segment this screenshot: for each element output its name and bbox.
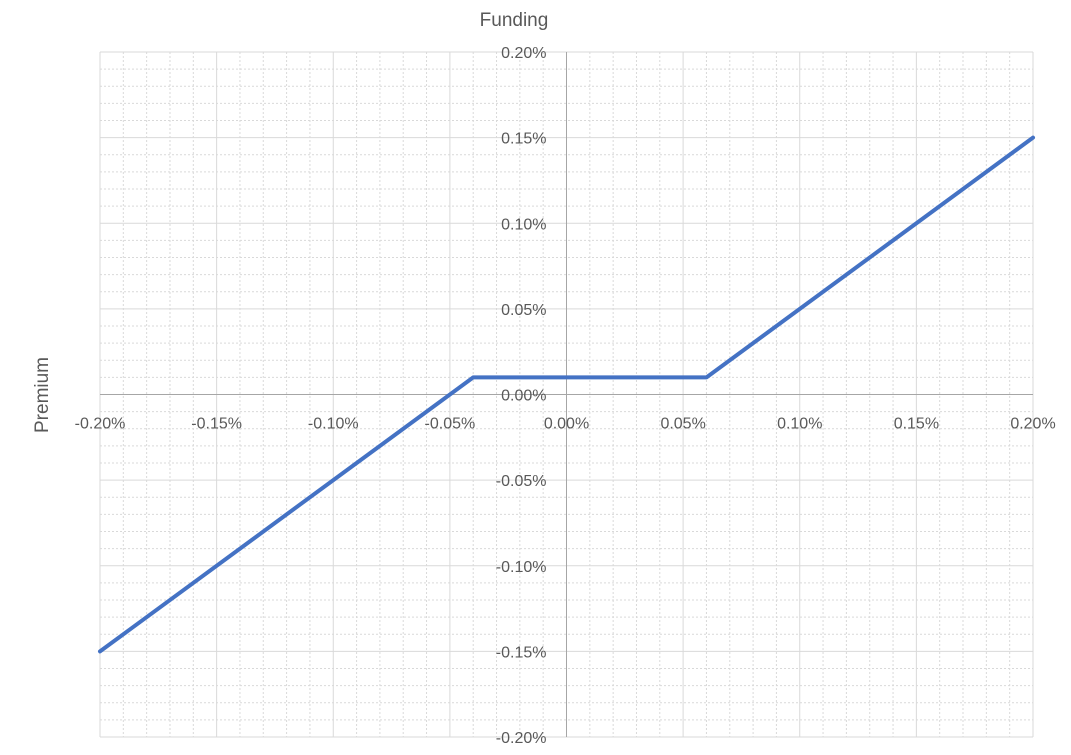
y-tick-label: -0.05% <box>496 473 547 490</box>
x-tick-label: -0.10% <box>308 416 359 433</box>
y-tick-label: -0.20% <box>496 730 547 747</box>
series-line <box>98 135 1035 654</box>
series-layer <box>98 135 1035 654</box>
x-tick-label: 0.05% <box>660 416 705 433</box>
x-tick-label: -0.20% <box>75 416 126 433</box>
y-tick-label: 0.20% <box>501 45 546 62</box>
x-tick-label: 0.15% <box>894 416 939 433</box>
x-tick-label: 0.00% <box>544 416 589 433</box>
x-tick-label: 0.10% <box>777 416 822 433</box>
y-tick-label: -0.10% <box>496 559 547 576</box>
tick-labels: -0.20% -0.15% -0.10% -0.05% 0.00% 0.05% 0.10% 0… <box>75 45 1056 747</box>
y-tick-label: 0.10% <box>501 216 546 233</box>
axes <box>100 52 1033 737</box>
x-tick-label: -0.05% <box>425 416 476 433</box>
y-axis-title: Funding <box>480 10 549 31</box>
y-tick-label: 0.00% <box>501 388 546 405</box>
y-tick-label: 0.15% <box>501 131 546 148</box>
x-tick-label: -0.15% <box>191 416 242 433</box>
x-tick-label: 0.20% <box>1010 416 1055 433</box>
x-axis-title: Premium <box>32 357 53 433</box>
y-tick-label: -0.15% <box>496 644 547 661</box>
y-tick-label: 0.05% <box>501 302 546 319</box>
